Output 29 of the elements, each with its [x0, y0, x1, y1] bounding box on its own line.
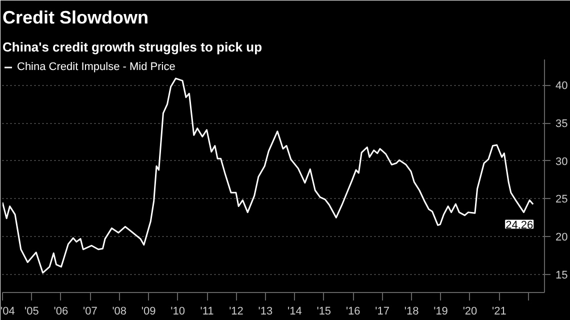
y-tick-label: 25	[556, 194, 568, 206]
x-tick-label: '12	[229, 306, 244, 318]
x-tick-label: '10	[170, 306, 185, 318]
chart-subtitle: China's credit growth struggles to pick up	[2, 40, 262, 54]
annotation: 24.26	[506, 219, 534, 232]
x-tick-label: '14	[288, 306, 302, 318]
x-tick-label: '08	[112, 306, 127, 318]
x-tick-label: '11	[200, 306, 214, 318]
x-tick-label: '17	[375, 306, 390, 318]
y-tick-label: 35	[556, 118, 568, 130]
x-tick-label: '16	[346, 306, 360, 318]
x-tick-label: '20	[462, 306, 478, 318]
x-tick-label: '18	[404, 306, 419, 318]
x-tick-label: '09	[141, 306, 156, 318]
x-tick-label: '04	[0, 306, 15, 318]
y-tick-label: 30	[556, 156, 568, 168]
line-series	[2, 78, 534, 274]
y-tick-label: 40	[556, 80, 568, 92]
x-tick-label: '07	[82, 306, 98, 318]
x-tick-label: '05	[24, 306, 39, 318]
x-tick-label: '15	[316, 306, 332, 318]
x-tick-label: '06	[54, 306, 68, 318]
chart-title: Credit Slowdown	[2, 8, 148, 28]
x-tick-label: '19	[434, 306, 448, 318]
x-tick-label: '21	[492, 306, 506, 318]
y-tick-label: 20	[556, 232, 568, 244]
y-tick-label: 15	[556, 269, 568, 282]
legend-label: China Credit Impulse - Mid Price	[17, 61, 176, 73]
x-tick-label: '13	[258, 306, 273, 318]
